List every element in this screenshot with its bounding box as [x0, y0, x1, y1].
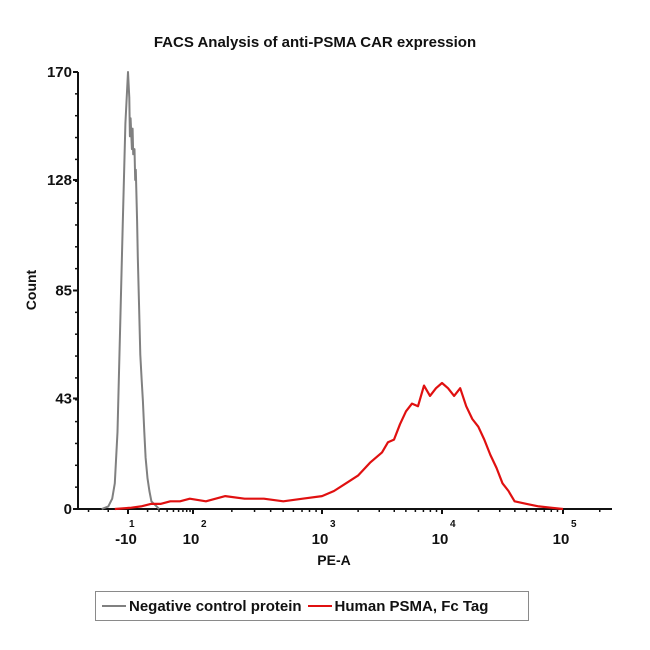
legend: Negative control protein Human PSMA, Fc …	[95, 591, 529, 621]
y-tick-label: 43	[55, 390, 72, 407]
x-axis-label: PE-A	[317, 552, 350, 568]
y-tick-label: 128	[47, 172, 72, 189]
legend-swatch-negative-control	[102, 605, 126, 607]
x-tick-label: 10	[432, 531, 449, 548]
series-line-negative-control-protein	[101, 71, 160, 510]
x-tick-label: 10	[183, 531, 200, 548]
legend-label-human-psma: Human PSMA, Fc Tag	[334, 597, 489, 615]
y-axis-label: Count	[23, 269, 39, 310]
x-tick-label: -10	[115, 531, 137, 548]
plot-area	[101, 71, 564, 511]
y-tick-label: 170	[47, 64, 72, 81]
x-tick-exponent: 2	[201, 519, 207, 530]
y-tick-label: 85	[55, 283, 72, 300]
legend-swatch-human-psma	[307, 605, 332, 607]
x-tick-exponent: 3	[330, 519, 336, 530]
legend-item-negative-control: Negative control protein	[102, 598, 302, 615]
legend-item-human-psma: Human PSMA, Fc Tag	[307, 597, 489, 615]
y-axis: 0 43 85 128 170	[47, 64, 79, 518]
x-tick-label: 10	[553, 531, 570, 548]
x-tick-exponent: 4	[450, 519, 456, 530]
x-tick-label: 10	[312, 531, 329, 548]
facs-histogram: FACS Analysis of anti-PSMA CAR expressio…	[23, 34, 612, 568]
y-tick-label: 0	[64, 501, 72, 518]
x-tick-exponent: 5	[571, 519, 577, 530]
x-tick-exponent: 1	[129, 519, 135, 530]
chart-title: FACS Analysis of anti-PSMA CAR expressio…	[154, 34, 476, 51]
series-line-human-psma-fc-tag	[114, 381, 564, 511]
legend-label-negative-control: Negative control protein	[129, 597, 302, 615]
